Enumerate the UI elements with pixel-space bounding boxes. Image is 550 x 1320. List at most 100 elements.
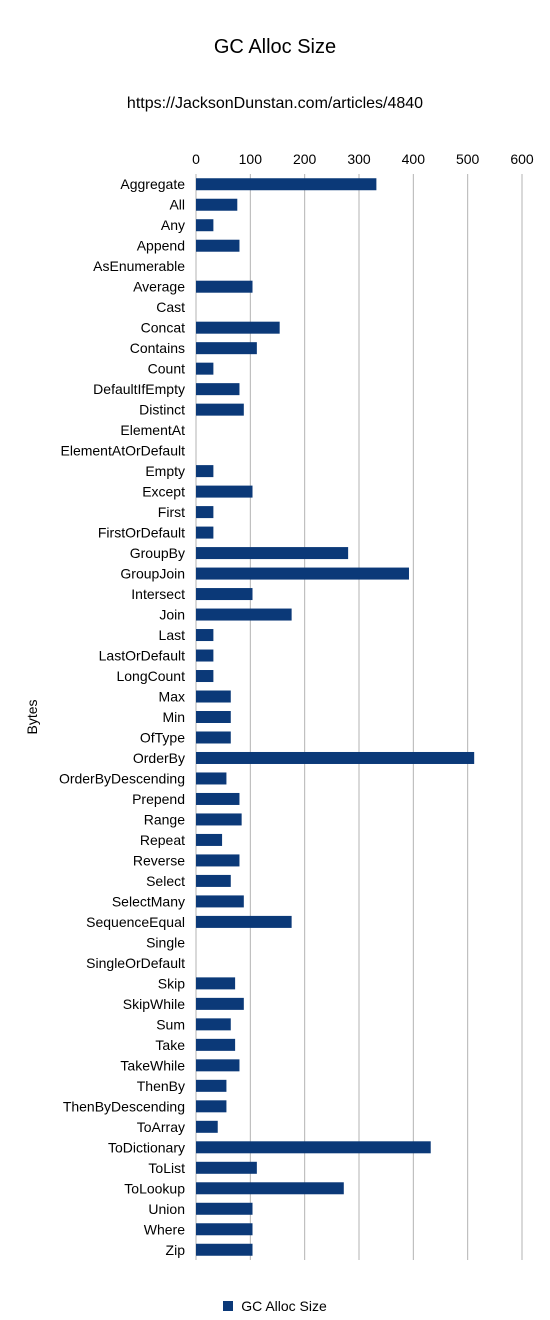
x-tick-label: 300 xyxy=(347,151,371,167)
y-tick-label: Reverse xyxy=(133,852,185,868)
y-tick-label: Average xyxy=(133,279,185,295)
y-tick-label: SequenceEqual xyxy=(86,914,185,930)
y-tick-label: Join xyxy=(159,607,185,623)
y-tick-label: ToLookup xyxy=(124,1180,185,1196)
bar xyxy=(196,1038,236,1051)
y-tick-label: Zip xyxy=(166,1242,186,1258)
x-tick-label: 600 xyxy=(510,151,534,167)
bar xyxy=(196,813,242,826)
bar xyxy=(196,465,214,478)
bar xyxy=(196,198,238,211)
y-tick-label: ThenBy xyxy=(137,1078,185,1094)
bar xyxy=(196,567,409,580)
legend-swatch xyxy=(223,1301,234,1311)
bar xyxy=(196,1059,240,1072)
y-tick-label: GroupBy xyxy=(130,545,185,561)
x-tick-label: 0 xyxy=(192,151,200,167)
y-tick-label: ToDictionary xyxy=(108,1139,185,1155)
legend: GC Alloc Size xyxy=(0,1298,550,1314)
y-tick-label: OfType xyxy=(140,729,185,745)
bar xyxy=(196,874,231,887)
bar xyxy=(196,1182,344,1195)
bar xyxy=(196,629,214,642)
bar xyxy=(196,1018,231,1031)
bar xyxy=(196,588,253,601)
bar xyxy=(196,321,280,334)
y-tick-label: OrderByDescending xyxy=(59,770,185,786)
bar xyxy=(196,1079,227,1092)
bar xyxy=(196,977,236,990)
y-tick-label: SingleOrDefault xyxy=(86,955,185,971)
bar xyxy=(196,608,292,621)
y-tick-label: Contains xyxy=(130,340,185,356)
bar xyxy=(196,383,240,396)
bar xyxy=(196,1223,253,1236)
bar xyxy=(196,854,240,867)
y-tick-label: Except xyxy=(142,484,185,500)
y-tick-label: First xyxy=(158,504,185,520)
bar xyxy=(196,792,240,805)
y-tick-label: Where xyxy=(144,1221,185,1237)
y-tick-label: SelectMany xyxy=(112,893,185,909)
y-tick-label: OrderBy xyxy=(133,750,185,766)
bar xyxy=(196,526,214,539)
bar xyxy=(196,1161,257,1174)
bar xyxy=(196,342,257,355)
y-tick-label: Skip xyxy=(158,975,185,991)
bar xyxy=(196,1243,253,1256)
bar xyxy=(196,362,214,375)
y-tick-label: Single xyxy=(146,934,185,950)
x-tick-label: 500 xyxy=(456,151,480,167)
y-tick-label: Any xyxy=(161,217,185,233)
y-tick-label: Take xyxy=(155,1037,185,1053)
x-tick-label: 400 xyxy=(402,151,426,167)
y-tick-label: LastOrDefault xyxy=(99,648,185,664)
bar xyxy=(196,751,475,764)
x-tick-label: 100 xyxy=(239,151,263,167)
y-tick-label: Append xyxy=(137,238,185,254)
y-tick-label: GroupJoin xyxy=(120,566,185,582)
y-tick-label: ToArray xyxy=(137,1119,185,1135)
y-tick-label: DefaultIfEmpty xyxy=(93,381,185,397)
y-tick-label: FirstOrDefault xyxy=(98,525,185,541)
y-tick-label: AsEnumerable xyxy=(93,258,185,274)
bar xyxy=(196,219,214,232)
bar xyxy=(196,178,377,191)
bar xyxy=(196,239,240,252)
y-tick-label: Last xyxy=(159,627,186,643)
y-tick-label: Prepend xyxy=(132,791,185,807)
y-tick-label: Distinct xyxy=(139,402,185,418)
bar xyxy=(196,1100,227,1113)
y-tick-label: Range xyxy=(144,811,185,827)
bar xyxy=(196,690,231,703)
chart-title: GC Alloc Size xyxy=(213,36,337,58)
y-tick-label: ElementAt xyxy=(120,422,185,438)
bar xyxy=(196,670,214,683)
bar xyxy=(196,731,231,744)
bar xyxy=(196,280,253,293)
bar xyxy=(196,915,292,928)
bar xyxy=(196,895,244,908)
y-tick-label: Concat xyxy=(141,320,185,336)
y-tick-label: ElementAtOrDefault xyxy=(61,443,186,459)
y-tick-label: Union xyxy=(148,1201,185,1217)
bar xyxy=(196,833,223,846)
y-tick-label: ThenByDescending xyxy=(63,1098,185,1114)
y-tick-label: Intersect xyxy=(131,586,185,602)
bar xyxy=(196,649,214,662)
y-tick-label: All xyxy=(169,197,185,213)
y-tick-label: SkipWhile xyxy=(123,996,185,1012)
y-tick-label: Count xyxy=(148,361,185,377)
y-tick-label: Select xyxy=(146,873,185,889)
x-tick-label: 200 xyxy=(293,151,317,167)
y-tick-label: Cast xyxy=(156,299,185,315)
y-tick-label: Repeat xyxy=(140,832,185,848)
bar xyxy=(196,1202,253,1215)
bar xyxy=(196,711,231,723)
bar xyxy=(196,547,349,560)
y-tick-label: Max xyxy=(159,689,185,705)
bar xyxy=(196,772,227,785)
y-tick-label: Empty xyxy=(145,463,185,479)
legend-label: GC Alloc Size xyxy=(241,1298,327,1314)
